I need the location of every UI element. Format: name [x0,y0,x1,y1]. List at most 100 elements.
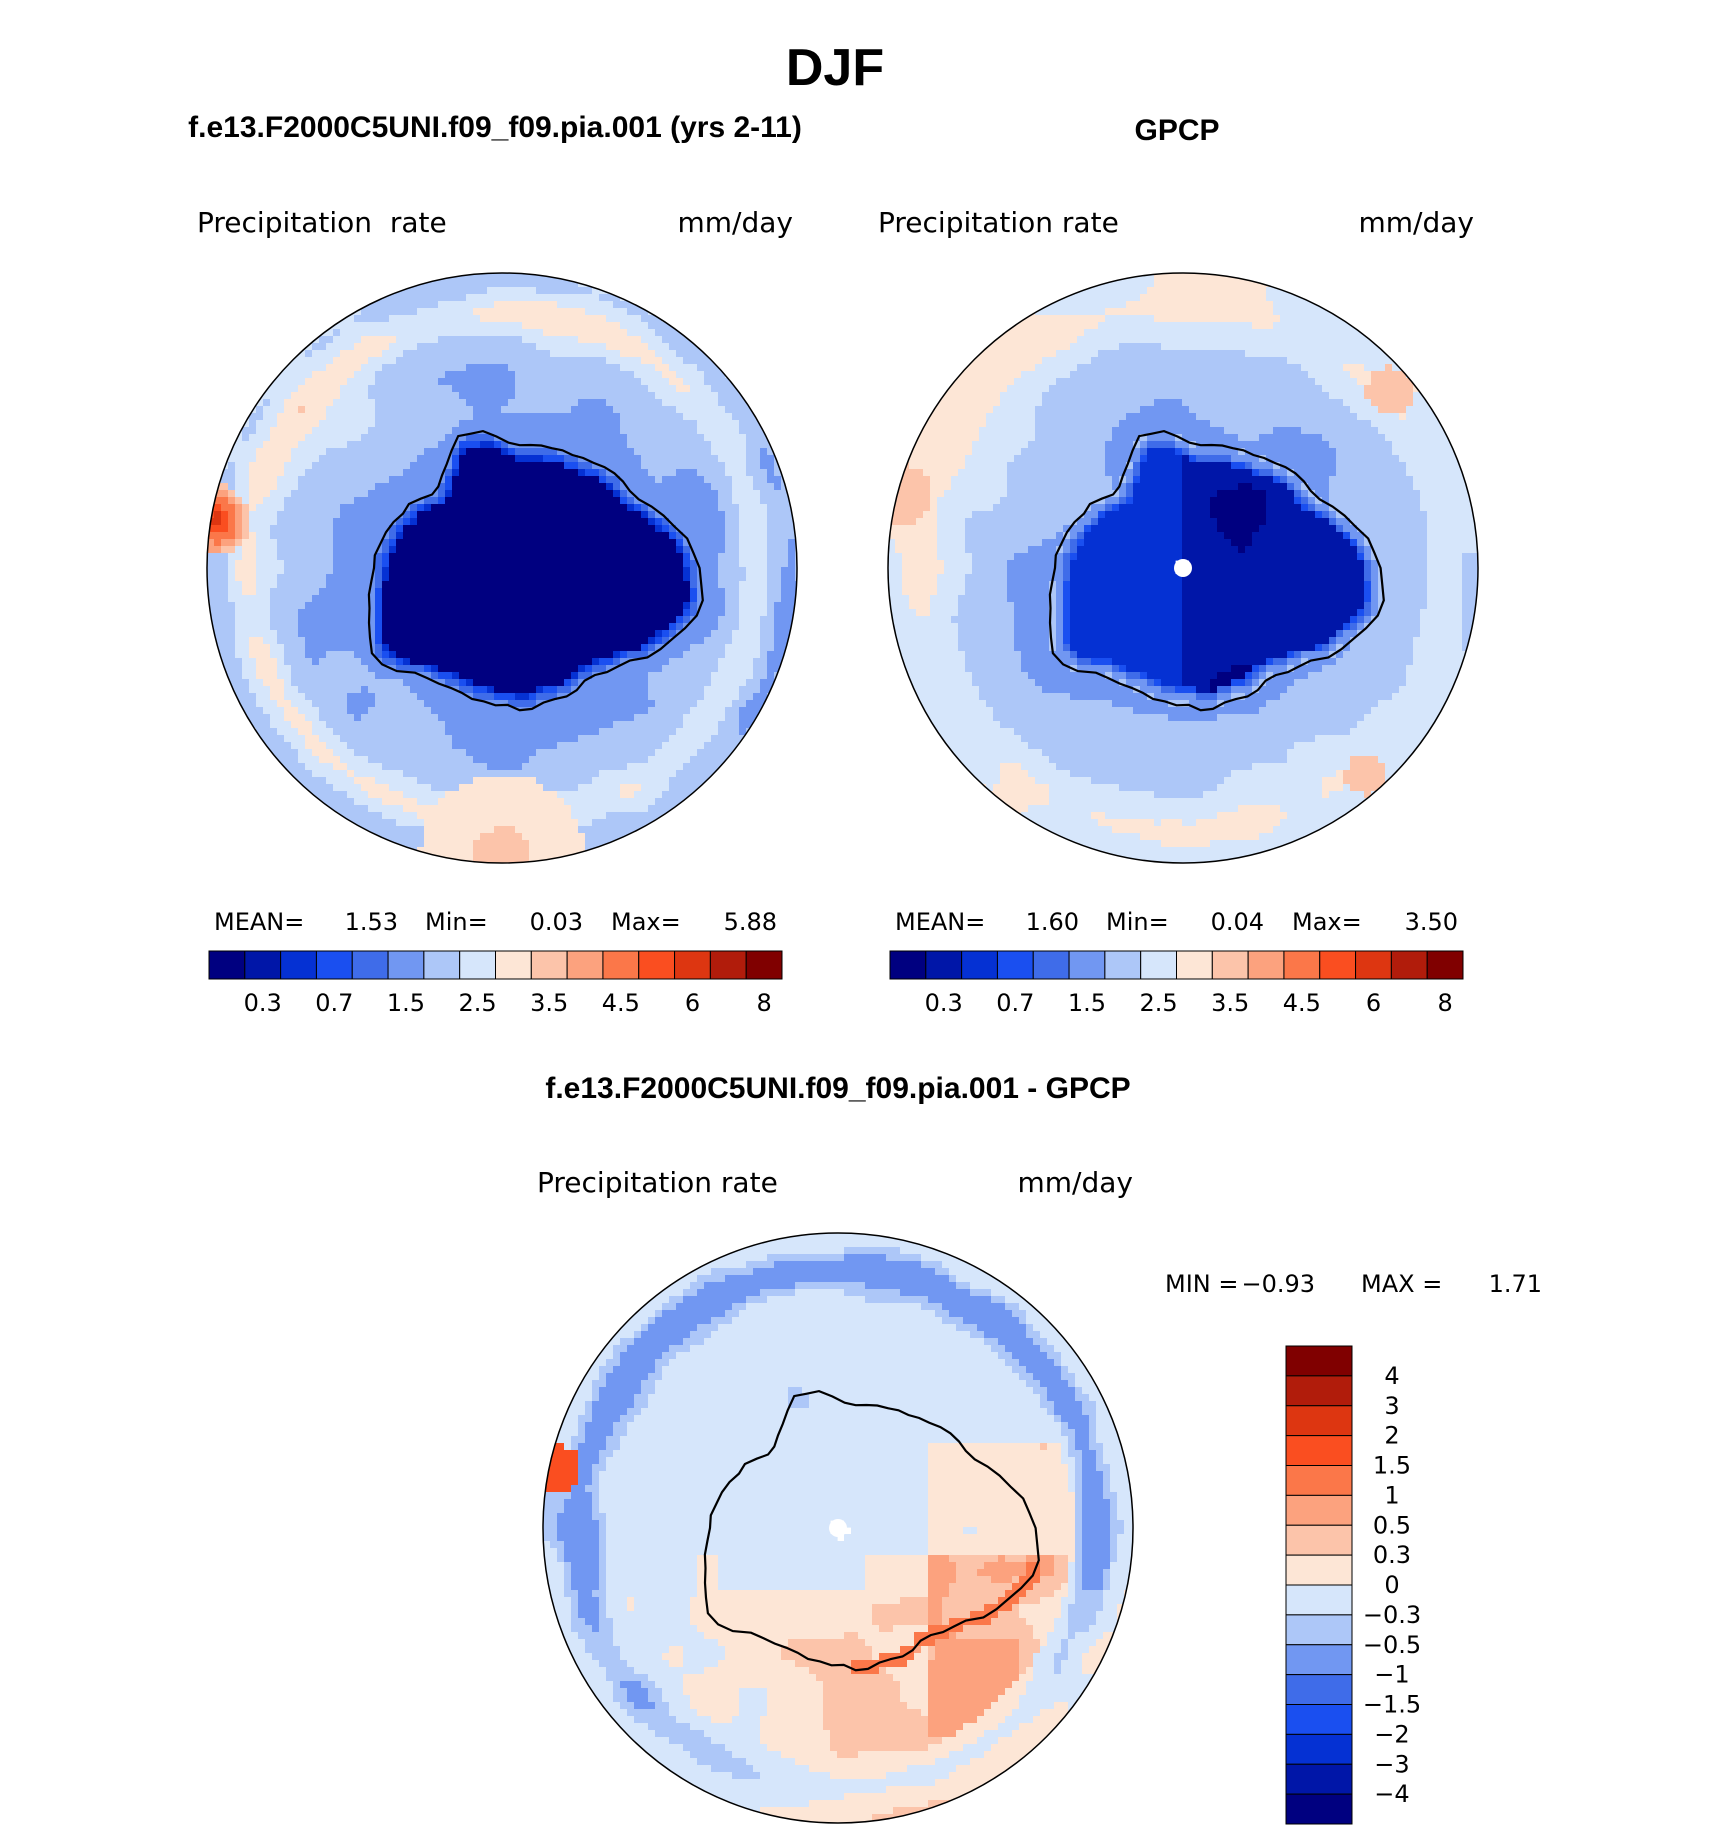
panel-model-map-cell [291,490,299,498]
panel-model-map-cell [718,553,726,561]
panel-model-map-cell [543,315,551,323]
panel-model-map-cell [697,721,705,729]
panel-model-map-cell [543,294,551,302]
panel-model-map-cell [375,315,383,323]
panel-model-map-cell [641,462,649,470]
panel-model-map-cell [305,567,313,575]
panel-model-map-cell [361,497,369,505]
panel-model-map-cell [676,658,684,666]
panel-model-map-cell [655,469,663,477]
panel-model-map-cell [725,560,733,568]
panel-model-map-cell [571,462,579,470]
panel-model-map-cell [620,343,628,351]
panel-model-map-cell [536,602,544,610]
panel-model-map-cell [557,518,565,526]
panel-model-map-cell [466,385,474,393]
panel-model-map-cell [263,539,271,547]
panel-model-map-cell [361,644,369,652]
panel-model-map-cell [704,532,712,540]
panel-model-map-cell [305,350,313,358]
panel-model-map-cell [305,609,313,617]
panel-model-map-cell [375,406,383,414]
panel-model-map-cell [550,294,558,302]
panel-model-map-cell [508,735,516,743]
panel-model-map-cell [375,490,383,498]
panel-model-map-cell [550,343,558,351]
panel-model-map-cell [375,371,383,379]
panel-model-map-cell [522,728,530,736]
panel-model-map-cell [466,371,474,379]
panel-model-map-cell [501,336,509,344]
panel-model-map-cell [333,497,341,505]
panel-model-map-cell [557,588,565,596]
panel-model-map-cell [564,735,572,743]
panel-model-map-cell [725,483,733,491]
panel-model-map-cell [753,490,761,498]
panel-model-map-cell [403,364,411,372]
panel-model-map-cell [445,735,453,743]
panel-model-map-cell [627,665,635,673]
panel-model-map-cell [431,364,439,372]
panel-model-map-cell [466,448,474,456]
panel-model-map-cell [529,476,537,484]
panel-model-map-cell [760,665,768,673]
panel-model-map-cell [431,714,439,722]
panel-model-map-cell [347,357,355,365]
panel-model-map-cell [571,518,579,526]
panel-model-map-cell [571,735,579,743]
panel-model-map-cell [606,602,614,610]
panel-model-map-cell [711,378,719,386]
panel-model-map-cell [242,406,250,414]
panel-model-map-cell [340,539,348,547]
panel-model-map-cell [263,672,271,680]
panel-model-map-cell [746,413,754,421]
panel-model-map-cell [557,651,565,659]
panel-model-map-cell [550,455,558,463]
panel-model-map-cell [298,441,306,449]
panel-model-map-cell [298,357,306,365]
panel-model-map-cell [270,511,278,519]
panel-model-map-cell [634,350,642,358]
panel-model-map-cell [452,490,460,498]
panel-model-map-cell [403,651,411,659]
panel-model-map-cell [403,532,411,540]
panel-model-map-cell [403,546,411,554]
panel-model-map-cell [214,546,222,554]
panel-model-map-cell [767,518,775,526]
panel-model-map-cell [557,301,565,309]
panel-model-map-cell [501,623,509,631]
panel-model-map-cell [382,427,390,435]
panel-model-map-cell [431,672,439,680]
panel-model-map-cell [599,721,607,729]
panel-model-map-cell [298,567,306,575]
panel-model-map-cell [403,679,411,687]
panel-model-map-cell [683,504,691,512]
panel-model-map-cell [620,637,628,645]
panel-model-map-cell [361,546,369,554]
panel-model-map-cell [410,511,418,519]
panel-model-map-cell [389,343,397,351]
panel-model-map-cell [781,609,789,617]
panel-model-map-cell [291,574,299,582]
panel-model-map-cell [403,658,411,666]
panel-model-map-cell [515,644,523,652]
panel-model-map-cell [515,700,523,708]
panel-model-map-cell [529,707,537,715]
panel-model-map-cell [494,623,502,631]
panel-model-map-cell [305,623,313,631]
panel-model-map-cell [382,406,390,414]
panel-model-map-cell [662,525,670,533]
panel-model-map-cell [697,518,705,526]
panel-model-map-cell [711,686,719,694]
panel-model-map-cell [480,658,488,666]
panel-model-map-cell [676,497,684,505]
panel-model-map-cell [333,560,341,568]
panel-model-map-cell [305,644,313,652]
panel-model-map-cell [746,427,754,435]
panel-model-map-cell [452,448,460,456]
panel-model-map-cell [438,616,446,624]
panel-model-map-cell [501,455,509,463]
panel-model-map-cell [333,392,341,400]
panel-model-map-cell [774,665,782,673]
panel-model-map-cell [263,658,271,666]
